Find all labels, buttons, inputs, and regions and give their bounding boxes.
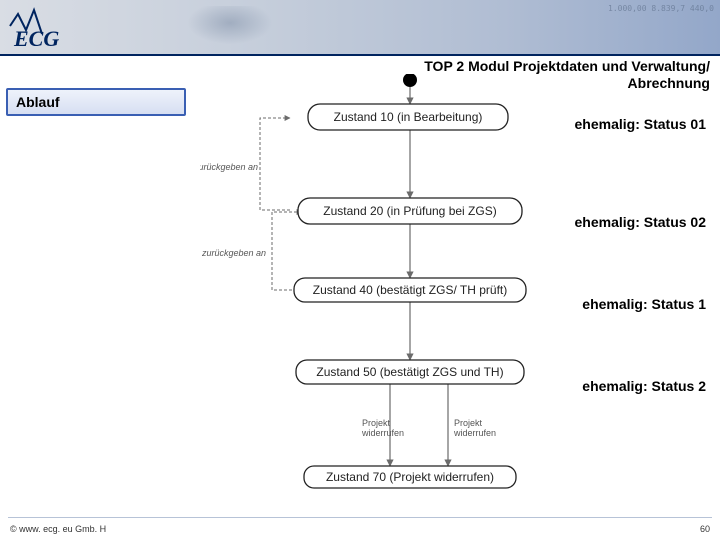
svg-text:Projekt: Projekt bbox=[454, 418, 483, 428]
banner-deco-icon bbox=[180, 6, 280, 48]
header-banner: ECG 1.000,00 8.839,7 440,0 bbox=[0, 0, 720, 56]
svg-text:Zustand 20 (in Prüfung bei ZGS: Zustand 20 (in Prüfung bei ZGS) bbox=[323, 204, 496, 218]
title-line1: TOP 2 Modul Projektdaten und Verwaltung/ bbox=[424, 58, 710, 74]
section-tag-label: Ablauf bbox=[16, 94, 60, 110]
svg-text:Zustand 50 (bestätigt ZGS und: Zustand 50 (bestätigt ZGS und TH) bbox=[316, 365, 503, 379]
svg-text:Zustand 70 (Projekt widerrufen: Zustand 70 (Projekt widerrufen) bbox=[326, 470, 494, 484]
banner-divider bbox=[0, 54, 720, 56]
page-number: 60 bbox=[700, 524, 710, 534]
ecg-logo: ECG bbox=[6, 4, 90, 52]
svg-text:Zustand 10 (in Bearbeitung): Zustand 10 (in Bearbeitung) bbox=[334, 110, 483, 124]
slide-root: ECG 1.000,00 8.839,7 440,0 TOP 2 Modul P… bbox=[0, 0, 720, 540]
status-label-01: ehemalig: Status 01 bbox=[575, 116, 707, 132]
flow-diagram: zurückgeben an zurückgeben an Zustand 10 (… bbox=[200, 74, 540, 504]
title-line2: Abrechnung bbox=[628, 75, 710, 91]
banner-numbers: 1.000,00 8.839,7 440,0 bbox=[554, 4, 714, 50]
svg-text:widerrufen: widerrufen bbox=[361, 428, 404, 438]
svg-text:Projekt: Projekt bbox=[362, 418, 391, 428]
status-label-02: ehemalig: Status 02 bbox=[575, 214, 707, 230]
svg-text:widerrufen: widerrufen bbox=[453, 428, 496, 438]
svg-text:zurückgeben an: zurückgeben an bbox=[200, 162, 258, 172]
section-tag: Ablauf bbox=[6, 88, 186, 116]
svg-text:zurückgeben an: zurückgeben an bbox=[201, 248, 266, 258]
logo-text: ECG bbox=[13, 26, 59, 51]
footer-copyright: © www. ecg. eu Gmb. H bbox=[10, 524, 106, 534]
status-label-1: ehemalig: Status 1 bbox=[582, 296, 706, 312]
status-label-2: ehemalig: Status 2 bbox=[582, 378, 706, 394]
svg-text:Zustand 40 (bestätigt ZGS/ TH: Zustand 40 (bestätigt ZGS/ TH prüft) bbox=[313, 283, 508, 297]
footer-divider bbox=[8, 517, 712, 518]
